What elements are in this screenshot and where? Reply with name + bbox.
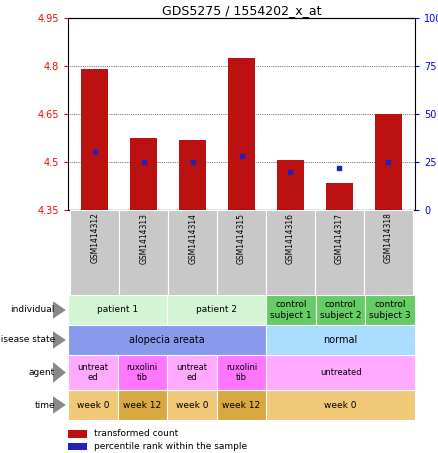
Bar: [277, 160, 304, 210]
Bar: [81, 69, 108, 210]
Text: percentile rank within the sample: percentile rank within the sample: [94, 442, 247, 451]
Text: alopecia areata: alopecia areata: [129, 335, 205, 345]
Polygon shape: [53, 301, 66, 319]
Bar: [266, 390, 415, 420]
Bar: [68, 443, 87, 450]
Text: patient 2: patient 2: [196, 305, 237, 314]
Text: patient 1: patient 1: [97, 305, 138, 314]
Bar: [68, 295, 167, 325]
Bar: [167, 295, 266, 325]
Text: GSM1414318: GSM1414318: [384, 212, 392, 264]
Bar: [167, 355, 217, 390]
Bar: [167, 390, 217, 420]
Text: normal: normal: [324, 335, 358, 345]
Bar: [217, 390, 266, 420]
Bar: [117, 390, 167, 420]
Text: untreat
ed: untreat ed: [77, 363, 108, 382]
Bar: [68, 325, 266, 355]
Bar: [68, 430, 87, 438]
Bar: [68, 355, 117, 390]
Text: individual: individual: [11, 305, 55, 314]
Bar: [228, 58, 255, 210]
Text: week 0: week 0: [325, 400, 357, 410]
Bar: [131, 138, 157, 210]
Text: week 0: week 0: [77, 400, 109, 410]
Text: week 12: week 12: [123, 400, 162, 410]
Bar: [266, 355, 415, 390]
Bar: [179, 140, 206, 210]
Text: GSM1414312: GSM1414312: [90, 212, 99, 264]
Text: GSM1414317: GSM1414317: [335, 212, 344, 264]
Bar: [365, 295, 415, 325]
Text: week 0: week 0: [176, 400, 208, 410]
Text: control
subject 1: control subject 1: [270, 300, 312, 320]
Bar: [71, 210, 119, 295]
Bar: [374, 114, 402, 210]
Bar: [117, 355, 167, 390]
Polygon shape: [53, 396, 66, 414]
Bar: [217, 355, 266, 390]
Text: week 12: week 12: [223, 400, 261, 410]
Text: control
subject 2: control subject 2: [320, 300, 361, 320]
Text: GSM1414314: GSM1414314: [188, 212, 197, 264]
Text: control
subject 3: control subject 3: [369, 300, 411, 320]
Text: disease state: disease state: [0, 336, 55, 344]
Bar: [266, 295, 316, 325]
Text: GSM1414313: GSM1414313: [139, 212, 148, 264]
Text: untreated: untreated: [320, 368, 361, 377]
Text: ruxolini
tib: ruxolini tib: [226, 363, 257, 382]
Polygon shape: [53, 331, 66, 349]
Text: GSM1414316: GSM1414316: [286, 212, 295, 264]
Text: agent: agent: [28, 368, 55, 377]
Bar: [364, 210, 413, 295]
Text: ruxolini
tib: ruxolini tib: [127, 363, 158, 382]
Bar: [326, 183, 353, 210]
Text: untreat
ed: untreat ed: [177, 363, 208, 382]
Text: transformed count: transformed count: [94, 429, 178, 438]
Bar: [315, 210, 364, 295]
Polygon shape: [53, 362, 66, 383]
Bar: [266, 325, 415, 355]
Bar: [316, 295, 365, 325]
Bar: [119, 210, 168, 295]
Text: GSM1414315: GSM1414315: [237, 212, 246, 264]
Bar: [68, 390, 117, 420]
Text: time: time: [34, 400, 55, 410]
Bar: [168, 210, 217, 295]
Title: GDS5275 / 1554202_x_at: GDS5275 / 1554202_x_at: [162, 4, 321, 17]
Bar: [217, 210, 266, 295]
Bar: [266, 210, 315, 295]
